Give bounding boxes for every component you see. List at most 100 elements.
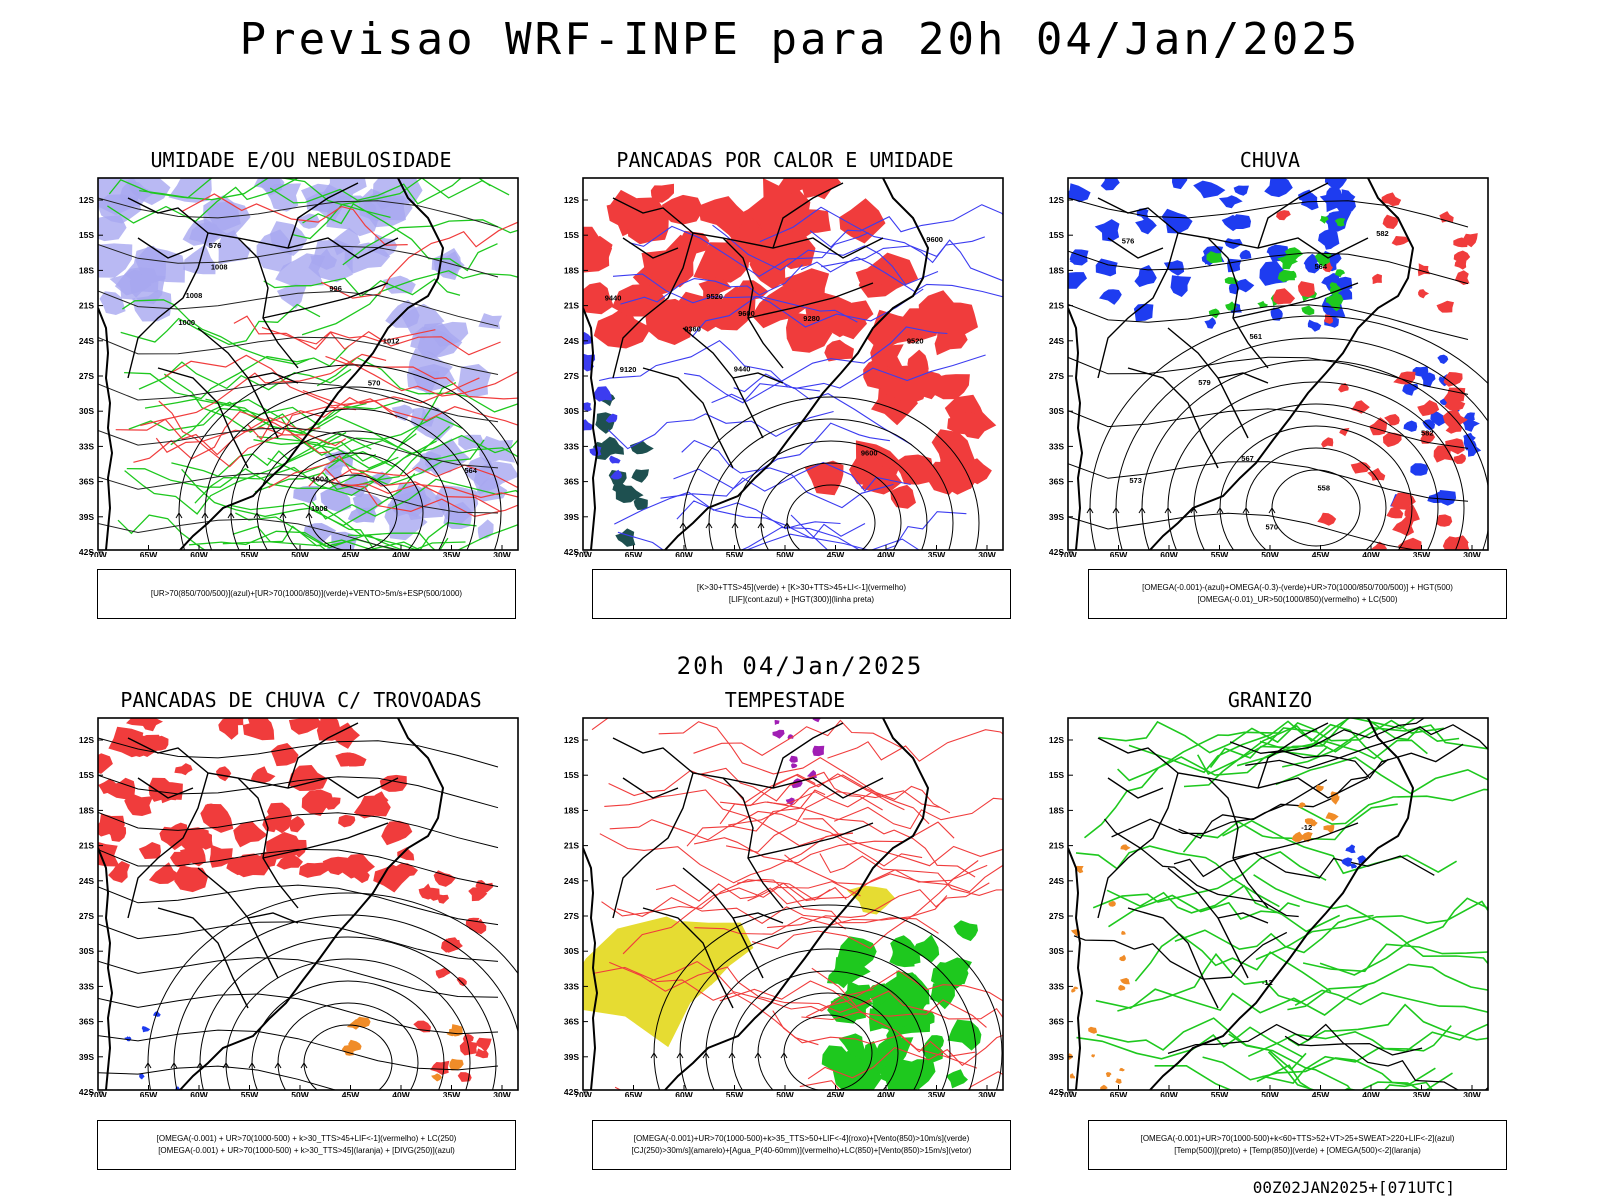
precip-water-contour: [658, 721, 881, 796]
contour-label: 573: [1129, 476, 1142, 485]
country-border: [612, 232, 694, 379]
thunderstorm-fill: [333, 722, 360, 749]
wind-streamline: [98, 472, 499, 514]
rh-contour: [228, 502, 466, 550]
thunderstorm-fill: [299, 862, 329, 878]
rain-fill: [1420, 430, 1436, 444]
lon-tick-label: 60W: [675, 550, 693, 557]
strong-omega-fill: [1301, 305, 1315, 316]
rain-fill: [1350, 461, 1371, 474]
lat-tick-label: 33S: [79, 981, 94, 991]
lat-tick-label: 42S: [564, 547, 579, 557]
lon-tick-label: 60W: [190, 550, 208, 557]
instability-fill: [698, 277, 732, 302]
contour-label: 9520: [706, 292, 723, 301]
lat-tick-label: 42S: [79, 547, 94, 557]
temp500-contour: [1173, 852, 1435, 879]
humidity-fill: [478, 313, 502, 329]
height-contour: [1068, 512, 1419, 550]
omega-fill: [1427, 491, 1444, 503]
humidity-fill: [132, 289, 172, 322]
instability-fill: [731, 226, 772, 265]
legend-line: [OMEGA(-0.001)+UR>70(1000-500)+k<60+TTS>…: [1140, 1134, 1455, 1143]
omega-fill: [1270, 307, 1283, 321]
lon-tick-label: 40W: [1362, 550, 1380, 557]
rh-contour: [120, 303, 321, 346]
temp850-contour: [1098, 720, 1318, 754]
temp500-contour: [1178, 758, 1389, 839]
instability-fill: [860, 464, 903, 495]
omega-fill: [1338, 189, 1356, 204]
omega-fill: [1410, 463, 1429, 476]
lat-tick-label: 27S: [564, 371, 579, 381]
rain-fill: [1444, 395, 1466, 411]
instability-fill: [863, 357, 904, 390]
valid-time-label: 20h 04/Jan/2025: [676, 652, 924, 680]
contour-label: 576: [209, 241, 222, 250]
rh-contour: [347, 534, 404, 550]
lat-tick-label: 24S: [79, 336, 94, 346]
rh-contour: [232, 525, 422, 550]
height-contour: [1193, 403, 1439, 550]
rain-fill: [1381, 192, 1402, 207]
instability-fill: [832, 312, 867, 340]
thunderstorm-fill: [288, 816, 305, 833]
thunderstorm-fill: [105, 824, 127, 842]
thickness-contour: [268, 454, 501, 513]
thunderstorm-fill: [108, 861, 130, 883]
lon-tick-label: 30W: [978, 1090, 996, 1097]
precip-water-contour: [616, 896, 847, 930]
precip-water-contour: [599, 832, 853, 884]
map-frame: [97, 177, 519, 551]
hail-fill: [1350, 863, 1358, 869]
rain-fill: [1276, 210, 1291, 221]
lat-tick-label: 39S: [564, 512, 579, 522]
omega-fill: [1193, 180, 1226, 199]
country-border: [747, 822, 874, 859]
streamline: [98, 774, 499, 809]
height-contour: [1068, 408, 1469, 449]
lon-tick-label: 70W: [89, 1090, 107, 1097]
country-border: [157, 907, 249, 1009]
lon-tick-label: 50W: [1261, 550, 1279, 557]
country-border: [1097, 232, 1179, 379]
lat-tick-label: 24S: [1049, 876, 1064, 886]
lifted-index-fill: [609, 455, 621, 464]
contour-label: 1008: [211, 263, 228, 272]
contour-label: 564: [1315, 262, 1328, 271]
lat-tick-label: 18S: [564, 805, 579, 815]
lon-tick-label: 40W: [392, 550, 410, 557]
coastline: [583, 847, 599, 1090]
lon-tick-label: 35W: [443, 550, 461, 557]
lat-tick-label: 36S: [1049, 477, 1064, 487]
country-border: [237, 237, 399, 259]
map-frame: [582, 177, 1004, 551]
omega-fill: [1412, 366, 1429, 378]
instability-fill: [627, 213, 669, 245]
temp850-contour: [1294, 989, 1488, 1014]
lifted-index-contour: [614, 491, 841, 530]
wind-arrow: [757, 522, 765, 529]
rh-contour: [292, 178, 510, 240]
lat-tick-label: 36S: [79, 477, 94, 487]
strong-omega-fill: [1319, 215, 1329, 224]
lat-tick-label: 39S: [79, 512, 94, 522]
lon-tick-label: 60W: [1160, 1090, 1178, 1097]
lon-tick-label: 40W: [1362, 1090, 1380, 1097]
lon-tick-label: 65W: [140, 550, 158, 557]
lat-tick-label: 42S: [564, 1087, 579, 1097]
omega500-fill: [1100, 1084, 1108, 1090]
lon-tick-label: 70W: [1059, 550, 1077, 557]
thunderstorm-fill: [140, 718, 163, 732]
temp850-contour: [1275, 756, 1488, 795]
legend-line: [UR>70(850/700/500)](azul)+[UR>70(1000/8…: [150, 589, 463, 598]
wind-fill: [830, 995, 866, 1021]
omega500-fill: [1073, 986, 1079, 990]
omega-fill: [1403, 420, 1418, 432]
omega500-fill: [1118, 984, 1126, 991]
lifted-index-contour: [733, 354, 986, 393]
thickness-contour: [247, 377, 480, 441]
omega-fill: [1463, 437, 1477, 451]
lat-tick-label: 33S: [79, 441, 94, 451]
temp850-contour: [1196, 719, 1445, 776]
